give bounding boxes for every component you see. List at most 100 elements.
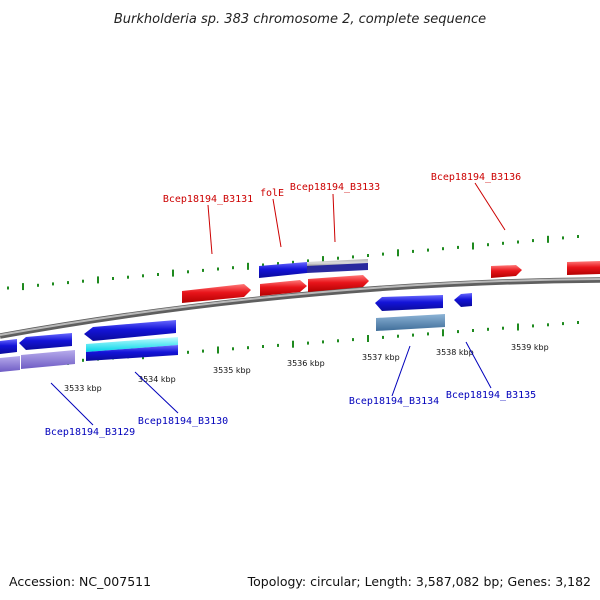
minor-tick <box>457 330 459 334</box>
minor-tick <box>7 286 9 290</box>
minor-tick <box>202 268 204 272</box>
major-tick <box>247 262 249 270</box>
minor-tick <box>547 323 549 327</box>
gene-label-b3130[interactable]: Bcep18194_B3130 <box>138 416 228 427</box>
kbp-label: 3539 kbp <box>511 343 549 352</box>
major-tick <box>97 276 99 284</box>
gene-label-b3133[interactable]: Bcep18194_B3133 <box>290 182 380 193</box>
minor-tick <box>352 255 354 259</box>
gene-forward-b3133[interactable] <box>308 275 369 292</box>
minor-tick <box>352 338 354 342</box>
minor-tick <box>202 349 204 353</box>
kbp-label: 3538 kbp <box>436 348 474 357</box>
minor-tick <box>502 326 504 330</box>
minor-tick <box>337 256 339 260</box>
gene-lower-purple-block[interactable] <box>21 350 75 369</box>
major-tick <box>547 235 549 243</box>
gene-forward-edge[interactable] <box>567 261 600 275</box>
minor-tick <box>562 236 564 240</box>
kbp-label: 3536 kbp <box>287 359 325 368</box>
minor-tick <box>577 235 579 238</box>
major-tick <box>22 283 24 291</box>
minor-tick <box>232 266 234 270</box>
gene-forward-fole[interactable] <box>260 280 307 296</box>
gene-upper-blue-block[interactable] <box>259 262 307 278</box>
minor-tick <box>217 267 219 271</box>
minor-tick <box>82 358 84 362</box>
minor-tick <box>487 243 489 247</box>
gene-forward-b3136[interactable] <box>491 265 522 278</box>
minor-tick <box>472 329 474 332</box>
gene-upper-gray-block[interactable] <box>307 259 368 267</box>
minor-tick <box>52 282 54 286</box>
minor-tick <box>307 259 309 263</box>
minor-tick <box>412 333 414 337</box>
minor-tick <box>127 275 129 279</box>
topology-text: Topology: circular; Length: 3,587,082 bp… <box>247 574 591 589</box>
upper-tick-track <box>7 235 579 291</box>
page-title: Burkholderia sp. 383 chromosome 2, compl… <box>114 12 486 27</box>
major-tick <box>367 335 369 342</box>
minor-tick <box>187 270 189 274</box>
leader-line-fole <box>272 198 282 248</box>
gene-label-b3134[interactable]: Bcep18194_B3134 <box>349 396 439 407</box>
minor-tick <box>487 327 489 331</box>
gene-label-b3135[interactable]: Bcep18194_B3135 <box>446 390 536 401</box>
major-tick <box>397 249 399 257</box>
leader-line-b3134 <box>391 345 411 397</box>
leader-line-b3129 <box>50 382 94 426</box>
minor-tick <box>67 281 69 285</box>
minor-tick <box>232 347 234 351</box>
leader-line-b3136 <box>474 182 506 231</box>
kbp-label: 3533 kbp <box>64 384 102 393</box>
gene-label-fole[interactable]: folE <box>260 188 284 199</box>
minor-tick <box>427 332 429 336</box>
lower-label-leaders <box>50 341 492 426</box>
gene-forward-b3131[interactable] <box>182 284 251 303</box>
minor-tick <box>157 273 159 276</box>
gene-reverse-b3130[interactable] <box>84 320 176 341</box>
gene-upper-navy-block[interactable] <box>307 263 368 273</box>
gene-reverse-b3129[interactable] <box>19 333 72 350</box>
minor-tick <box>37 283 39 287</box>
gene-label-b3136[interactable]: Bcep18194_B3136 <box>431 172 521 183</box>
minor-tick <box>337 339 339 343</box>
major-tick <box>472 242 474 250</box>
minor-tick <box>502 241 504 245</box>
minor-tick <box>412 249 414 253</box>
minor-tick <box>397 334 399 338</box>
minor-tick <box>82 279 84 283</box>
minor-tick <box>247 346 249 350</box>
leader-line-b3131 <box>207 204 213 255</box>
gene-reverse-b3134[interactable] <box>375 295 443 311</box>
minor-tick <box>577 321 579 324</box>
minor-tick <box>277 343 279 347</box>
gene-lower-blue-block[interactable] <box>86 345 178 361</box>
accession-text: Accession: NC_007511 <box>9 574 151 589</box>
major-tick <box>442 329 444 337</box>
minor-tick <box>322 340 324 344</box>
gene-lower-steel-block[interactable] <box>376 314 445 331</box>
kbp-label: 3537 kbp <box>362 353 400 362</box>
leader-line-b3133 <box>332 193 336 243</box>
minor-tick <box>517 240 519 244</box>
gene-lower-purple-edge[interactable] <box>0 356 20 372</box>
minor-tick <box>382 252 384 256</box>
minor-tick <box>382 335 384 339</box>
minor-tick <box>427 248 429 252</box>
gene-reverse-edge[interactable] <box>0 339 17 354</box>
lower-gene-labels: Bcep18194_B3134 Bcep18194_B3135 Bcep1819… <box>45 390 536 438</box>
gene-lower-cyan-block[interactable] <box>86 337 178 352</box>
minor-tick <box>532 324 534 328</box>
major-tick <box>172 269 174 277</box>
chromosome-backbone <box>0 277 600 339</box>
gene-reverse-b3135[interactable] <box>454 293 472 307</box>
minor-tick <box>562 322 564 326</box>
minor-tick <box>442 247 444 251</box>
minor-tick <box>112 277 114 280</box>
gene-label-b3131[interactable]: Bcep18194_B3131 <box>163 194 253 205</box>
kbp-label: 3535 kbp <box>213 366 251 375</box>
gene-label-b3129[interactable]: Bcep18194_B3129 <box>45 427 135 438</box>
major-tick <box>322 256 324 264</box>
minor-tick <box>142 274 144 278</box>
